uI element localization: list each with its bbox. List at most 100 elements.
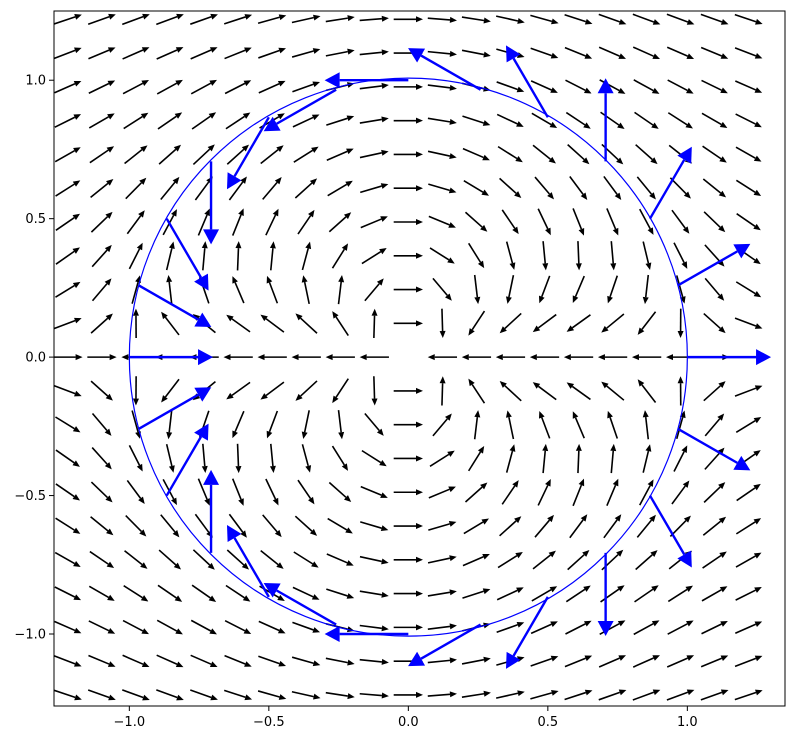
field-arrow: [702, 551, 727, 569]
field-arrow: [642, 444, 652, 473]
field-arrow: [501, 209, 519, 235]
field-arrow: [427, 50, 457, 57]
field-arrow: [128, 242, 143, 270]
field-arrow: [531, 112, 558, 129]
field-arrow: [122, 619, 149, 635]
field-arrow: [90, 380, 113, 401]
field-arrow: [201, 241, 208, 271]
field-arrow: [607, 275, 619, 304]
field-arrow: [565, 620, 592, 635]
field-arrow: [266, 275, 279, 304]
highlight-arrow: [505, 45, 549, 118]
field-arrow: [228, 513, 247, 538]
field-arrow: [600, 111, 625, 130]
field-arrow: [598, 13, 627, 25]
field-arrow: [87, 354, 117, 361]
highlight-arrow: [648, 494, 692, 568]
field-arrow: [225, 584, 251, 602]
field-arrow: [360, 216, 388, 229]
field-arrow: [701, 79, 728, 94]
field-arrow: [534, 514, 554, 538]
field-arrow: [326, 588, 355, 599]
field-arrow: [361, 247, 387, 265]
field-arrow: [156, 619, 183, 635]
field-arrow: [88, 585, 115, 601]
field-arrow: [393, 252, 423, 259]
field-arrow: [461, 354, 492, 361]
field-arrow: [467, 446, 485, 472]
highlight-arrow: [263, 583, 337, 626]
field-arrow: [569, 514, 588, 539]
field-arrow: [572, 208, 585, 236]
field-arrow: [427, 354, 458, 361]
field-arrow: [325, 691, 355, 700]
field-arrow: [703, 312, 726, 334]
field-arrow: [700, 46, 729, 59]
field-arrow: [197, 208, 210, 236]
field-arrow: [231, 478, 244, 506]
highlight-arrow: [324, 626, 409, 643]
field-arrow: [371, 376, 378, 406]
field-arrow: [325, 657, 355, 666]
field-arrow: [126, 210, 145, 235]
field-arrow: [232, 410, 245, 439]
field-arrow: [428, 520, 457, 531]
field-arrow: [393, 421, 423, 428]
field-arrow: [190, 619, 217, 635]
field-arrow: [427, 16, 457, 23]
x-tick-label: 0.5: [537, 715, 558, 730]
field-arrow: [124, 550, 148, 569]
highlight-arrow: [226, 116, 270, 190]
field-arrow: [499, 177, 522, 199]
field-arrow: [432, 413, 452, 437]
field-arrow: [359, 82, 389, 90]
field-arrow: [428, 486, 456, 499]
field-arrow: [667, 112, 693, 129]
field-arrow: [91, 244, 112, 268]
field-arrow: [166, 410, 173, 440]
field-arrow: [393, 185, 423, 192]
field-arrow: [575, 241, 582, 271]
field-arrow: [297, 209, 315, 235]
field-arrow: [359, 149, 389, 159]
field-arrow: [599, 79, 626, 94]
y-axis-ticks: 1.0 0.5 0.0 −0.5 −1.0: [14, 74, 54, 643]
field-arrow: [224, 47, 252, 60]
field-arrow: [530, 689, 559, 700]
field-arrow: [292, 81, 321, 93]
field-arrow: [497, 551, 523, 569]
field-arrow: [88, 620, 116, 634]
field-arrow: [364, 412, 384, 436]
field-arrow: [393, 455, 423, 462]
field-arrow: [735, 179, 762, 197]
field-arrow: [569, 175, 588, 200]
field-arrow: [132, 308, 139, 338]
field-arrow: [532, 313, 557, 333]
field-arrow: [364, 278, 384, 302]
field-arrow: [226, 144, 250, 165]
field-arrow: [228, 176, 247, 201]
field-arrow: [666, 689, 695, 701]
field-arrow: [269, 443, 276, 474]
field-arrow: [671, 480, 690, 505]
field-arrow: [439, 376, 446, 406]
field-arrow: [301, 444, 312, 473]
field-arrow: [192, 549, 215, 570]
field-arrow: [160, 514, 180, 538]
field-arrow: [537, 479, 551, 506]
field-arrow: [291, 656, 321, 667]
field-arrow: [673, 242, 688, 269]
field-arrow: [190, 689, 218, 701]
field-arrow: [667, 585, 693, 603]
field-arrow: [122, 654, 150, 668]
field-arrow: [534, 176, 554, 200]
field-arrow: [292, 114, 320, 128]
field-arrow: [291, 690, 321, 700]
field-arrow: [427, 150, 457, 159]
field-arrow: [393, 117, 423, 124]
field-arrow: [301, 275, 310, 305]
field-arrow: [572, 275, 585, 304]
field-arrow: [262, 514, 282, 538]
field-arrow: [327, 517, 353, 534]
field-arrow: [55, 281, 81, 298]
